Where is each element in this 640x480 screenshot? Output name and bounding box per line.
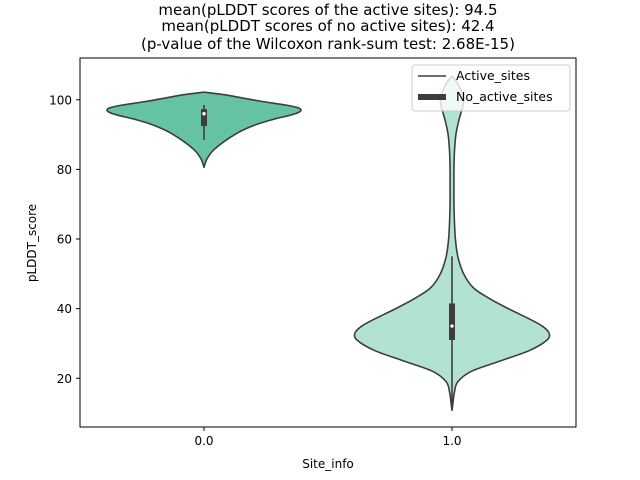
y-axis: 20 40 60 80 100 [49,93,80,386]
legend-label-active-sites: Active_sites [456,68,530,83]
y-tick-label: 100 [49,93,72,107]
title-line-3: (p-value of the Wilcoxon rank-sum test: … [141,35,515,53]
y-tick-label: 20 [57,372,72,386]
x-axis: 0.0 1.0 [194,427,462,448]
plot-frame [79,57,577,428]
chart-title: mean(pLDDT scores of the active sites): … [141,1,515,53]
legend-box [411,64,571,112]
x-tick-label: 0.0 [194,434,213,448]
title-line-2: mean(pLDDT scores of no active sites): 4… [161,17,494,35]
x-axis-label: Site_info [302,457,354,471]
legend-label-no-active-sites: No_active_sites [456,89,553,104]
y-tick-label: 60 [57,233,72,247]
x-tick-label: 1.0 [442,434,461,448]
box-iqr [201,109,207,126]
legend: Active_sites No_active_sites [411,64,571,112]
box-layer [201,104,455,410]
box-median-point [202,111,206,116]
y-tick-label: 40 [57,302,72,316]
box-median-point [450,324,454,328]
y-axis-label: pLDDT_score [25,204,39,282]
y-tick-label: 80 [57,163,72,177]
title-line-1: mean(pLDDT scores of the active sites): … [158,1,497,19]
box-iqr [449,303,455,340]
